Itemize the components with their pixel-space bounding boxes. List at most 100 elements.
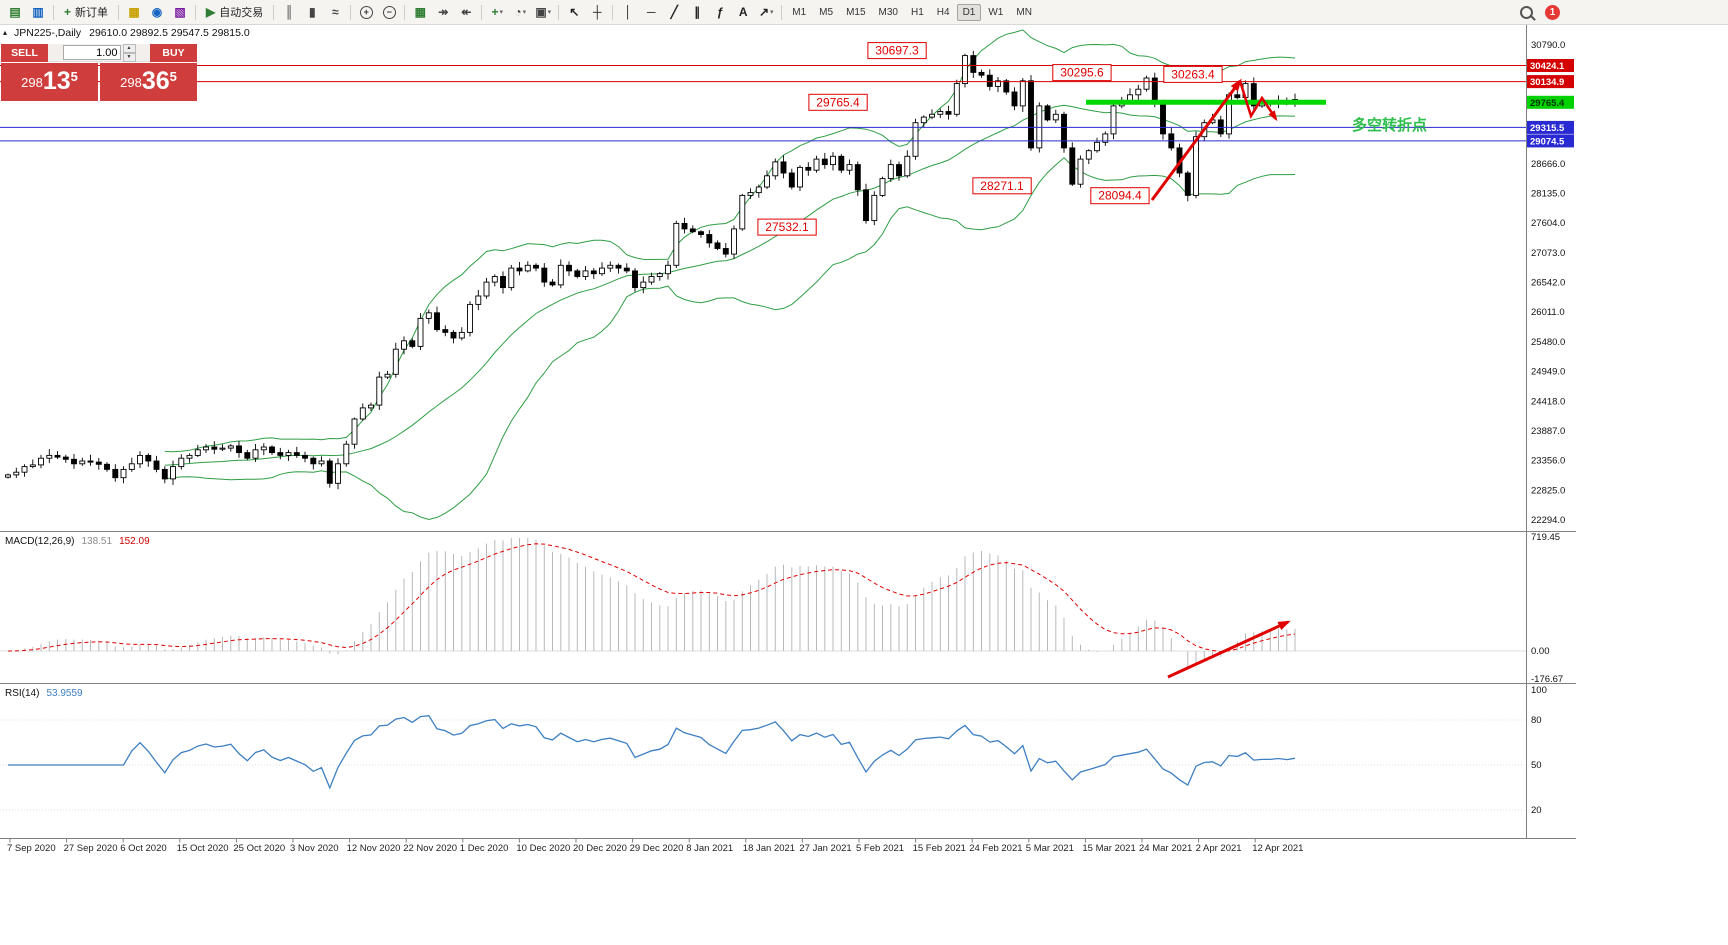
sell-button[interactable]: SELL [1, 44, 48, 62]
svg-text:29074.5: 29074.5 [1530, 136, 1565, 147]
cursor-icon[interactable]: ↖ [563, 1, 585, 23]
svg-text:20: 20 [1531, 805, 1542, 816]
macd-histogram [15, 537, 1296, 667]
timeframe-m30[interactable]: M30 [878, 6, 898, 18]
timeframe-h4[interactable]: H4 [936, 6, 950, 18]
chart-canvas[interactable]: 30697.3 30295.6 30263.4 29765.4 28271.1 28094… [0, 24, 1576, 865]
svg-text:24418.0: 24418.0 [1531, 396, 1565, 407]
auto-scroll-icon[interactable]: ↠ [432, 1, 454, 23]
buy-price-button[interactable]: 298 36 5 [100, 63, 197, 101]
svg-text:30134.9: 30134.9 [1530, 77, 1564, 88]
toolbar-right: 1 [1520, 0, 1560, 24]
svg-text:30263.4: 30263.4 [1171, 67, 1215, 81]
line-chart-icon: ≈ [331, 5, 339, 19]
timeframe-mn[interactable]: MN [1016, 6, 1032, 18]
tester-icon[interactable]: ▧ [169, 1, 191, 23]
periods-icon: ◔ [514, 5, 522, 19]
toolbar-separator [273, 4, 275, 20]
svg-text:5 Feb 2021: 5 Feb 2021 [856, 843, 904, 854]
rsi-name: RSI(14) [5, 688, 40, 699]
toolbar-separator [195, 4, 197, 20]
svg-text:719.45: 719.45 [1531, 532, 1560, 543]
svg-text:7 Sep 2020: 7 Sep 2020 [7, 843, 56, 854]
timeframe-m5[interactable]: M5 [819, 6, 834, 18]
horizontal-line-icon: ─ [646, 5, 656, 19]
toolbar-separator [350, 4, 352, 20]
templates-icon[interactable]: ▣ ▾ [535, 5, 552, 19]
sell-price-button[interactable]: 298 13 5 [1, 63, 98, 101]
timeframe-w1[interactable]: W1 [988, 6, 1004, 18]
new-order-button[interactable]: + 新订单 [64, 5, 109, 19]
svg-text:25 Oct 2020: 25 Oct 2020 [233, 843, 285, 854]
svg-text:30424.1: 30424.1 [1530, 61, 1565, 72]
candlestick-chart-icon: ▮ [308, 5, 316, 19]
svg-text:12 Nov 2020: 12 Nov 2020 [347, 843, 401, 854]
trendline-icon[interactable]: ╱ [663, 1, 685, 23]
svg-text:30295.6: 30295.6 [1060, 66, 1104, 80]
svg-text:6 Oct 2020: 6 Oct 2020 [120, 843, 166, 854]
candlestick-chart-icon[interactable]: ▮ [301, 1, 323, 23]
horizontal-line-icon[interactable]: ─ [640, 1, 662, 23]
buy-button[interactable]: BUY [150, 44, 197, 62]
bar-chart-icon: ║ [284, 5, 294, 19]
crosshair-icon: ┼ [592, 5, 602, 19]
channel-icon: ∥ [694, 5, 701, 19]
timeframe-m1[interactable]: M1 [792, 6, 807, 18]
navigator-icon[interactable]: ▥ [27, 1, 49, 23]
zoom-out-icon[interactable]: − [378, 1, 400, 23]
svg-text:8 Jan 2021: 8 Jan 2021 [686, 843, 733, 854]
svg-text:30790.0: 30790.0 [1531, 40, 1565, 51]
rsi-line [8, 715, 1296, 790]
channel-icon[interactable]: ∥ [686, 1, 708, 23]
bar-chart-icon[interactable]: ║ [278, 1, 300, 23]
autotrading-button[interactable]: ▶ 自动交易 [206, 5, 264, 19]
market-watch-icon: ▤ [9, 5, 21, 19]
crosshair-icon[interactable]: ┼ [586, 1, 608, 23]
toolbar-separator [612, 4, 614, 20]
volume-input[interactable] [62, 45, 121, 60]
line-chart-icon[interactable]: ≈ [324, 1, 346, 23]
templates-icon: ▣ [535, 5, 547, 19]
svg-text:27 Jan 2021: 27 Jan 2021 [799, 843, 851, 854]
chart-shift-icon[interactable]: ↞ [455, 1, 477, 23]
vertical-line-icon[interactable]: │ [617, 1, 639, 23]
periods-icon[interactable]: ◔ ▾ [514, 5, 527, 19]
timeframe-d1[interactable]: D1 [956, 3, 982, 21]
text-icon[interactable]: A [732, 1, 754, 23]
market-watch-icon[interactable]: ▤ [4, 1, 26, 23]
zoom-in-icon[interactable]: + [355, 1, 377, 23]
svg-text:24 Feb 2021: 24 Feb 2021 [969, 843, 1022, 854]
volume-up-button[interactable]: ▲ [122, 43, 136, 53]
svg-text:1 Dec 2020: 1 Dec 2020 [460, 843, 509, 854]
tile-windows-icon[interactable]: ▦ [409, 1, 431, 23]
community-icon[interactable]: ◉ [146, 1, 168, 23]
auto-scroll-icon: ↠ [438, 5, 449, 19]
svg-text:24949.0: 24949.0 [1531, 367, 1565, 378]
text-icon: A [738, 5, 748, 19]
svg-text:50: 50 [1531, 760, 1542, 771]
svg-text:23887.0: 23887.0 [1531, 426, 1565, 437]
indicators-icon[interactable]: + ▾ [491, 5, 504, 19]
timeframe-m15[interactable]: M15 [846, 6, 866, 18]
svg-text:20 Dec 2020: 20 Dec 2020 [573, 843, 627, 854]
fibonacci-icon[interactable]: ƒ [709, 1, 731, 23]
arrows-tool-icon: ↗ [758, 5, 770, 19]
oneclick-toggle-icon[interactable]: ▴ [3, 28, 8, 37]
svg-text:22294.0: 22294.0 [1531, 515, 1565, 526]
fibonacci-icon: ƒ [716, 5, 724, 19]
svg-text:15 Feb 2021: 15 Feb 2021 [913, 843, 966, 854]
autotrading-button: ▶ [206, 5, 216, 19]
macd-label: MACD(12,26,9) 138.51 152.09 [5, 536, 150, 547]
timeframe-h1[interactable]: H1 [910, 6, 924, 18]
toolbar-separator [781, 4, 783, 20]
metaeditor-icon[interactable]: ▦ [123, 1, 145, 23]
search-icon[interactable] [1520, 5, 1533, 19]
svg-text:5 Mar 2021: 5 Mar 2021 [1026, 843, 1074, 854]
svg-text:29315.5: 29315.5 [1530, 123, 1565, 134]
svg-text:29 Dec 2020: 29 Dec 2020 [630, 843, 684, 854]
volume-down-button[interactable]: ▼ [122, 52, 136, 62]
notification-badge[interactable]: 1 [1545, 4, 1560, 20]
arrows-tool-icon[interactable]: ↗ ▾ [758, 5, 774, 19]
svg-text:27 Sep 2020: 27 Sep 2020 [64, 843, 118, 854]
